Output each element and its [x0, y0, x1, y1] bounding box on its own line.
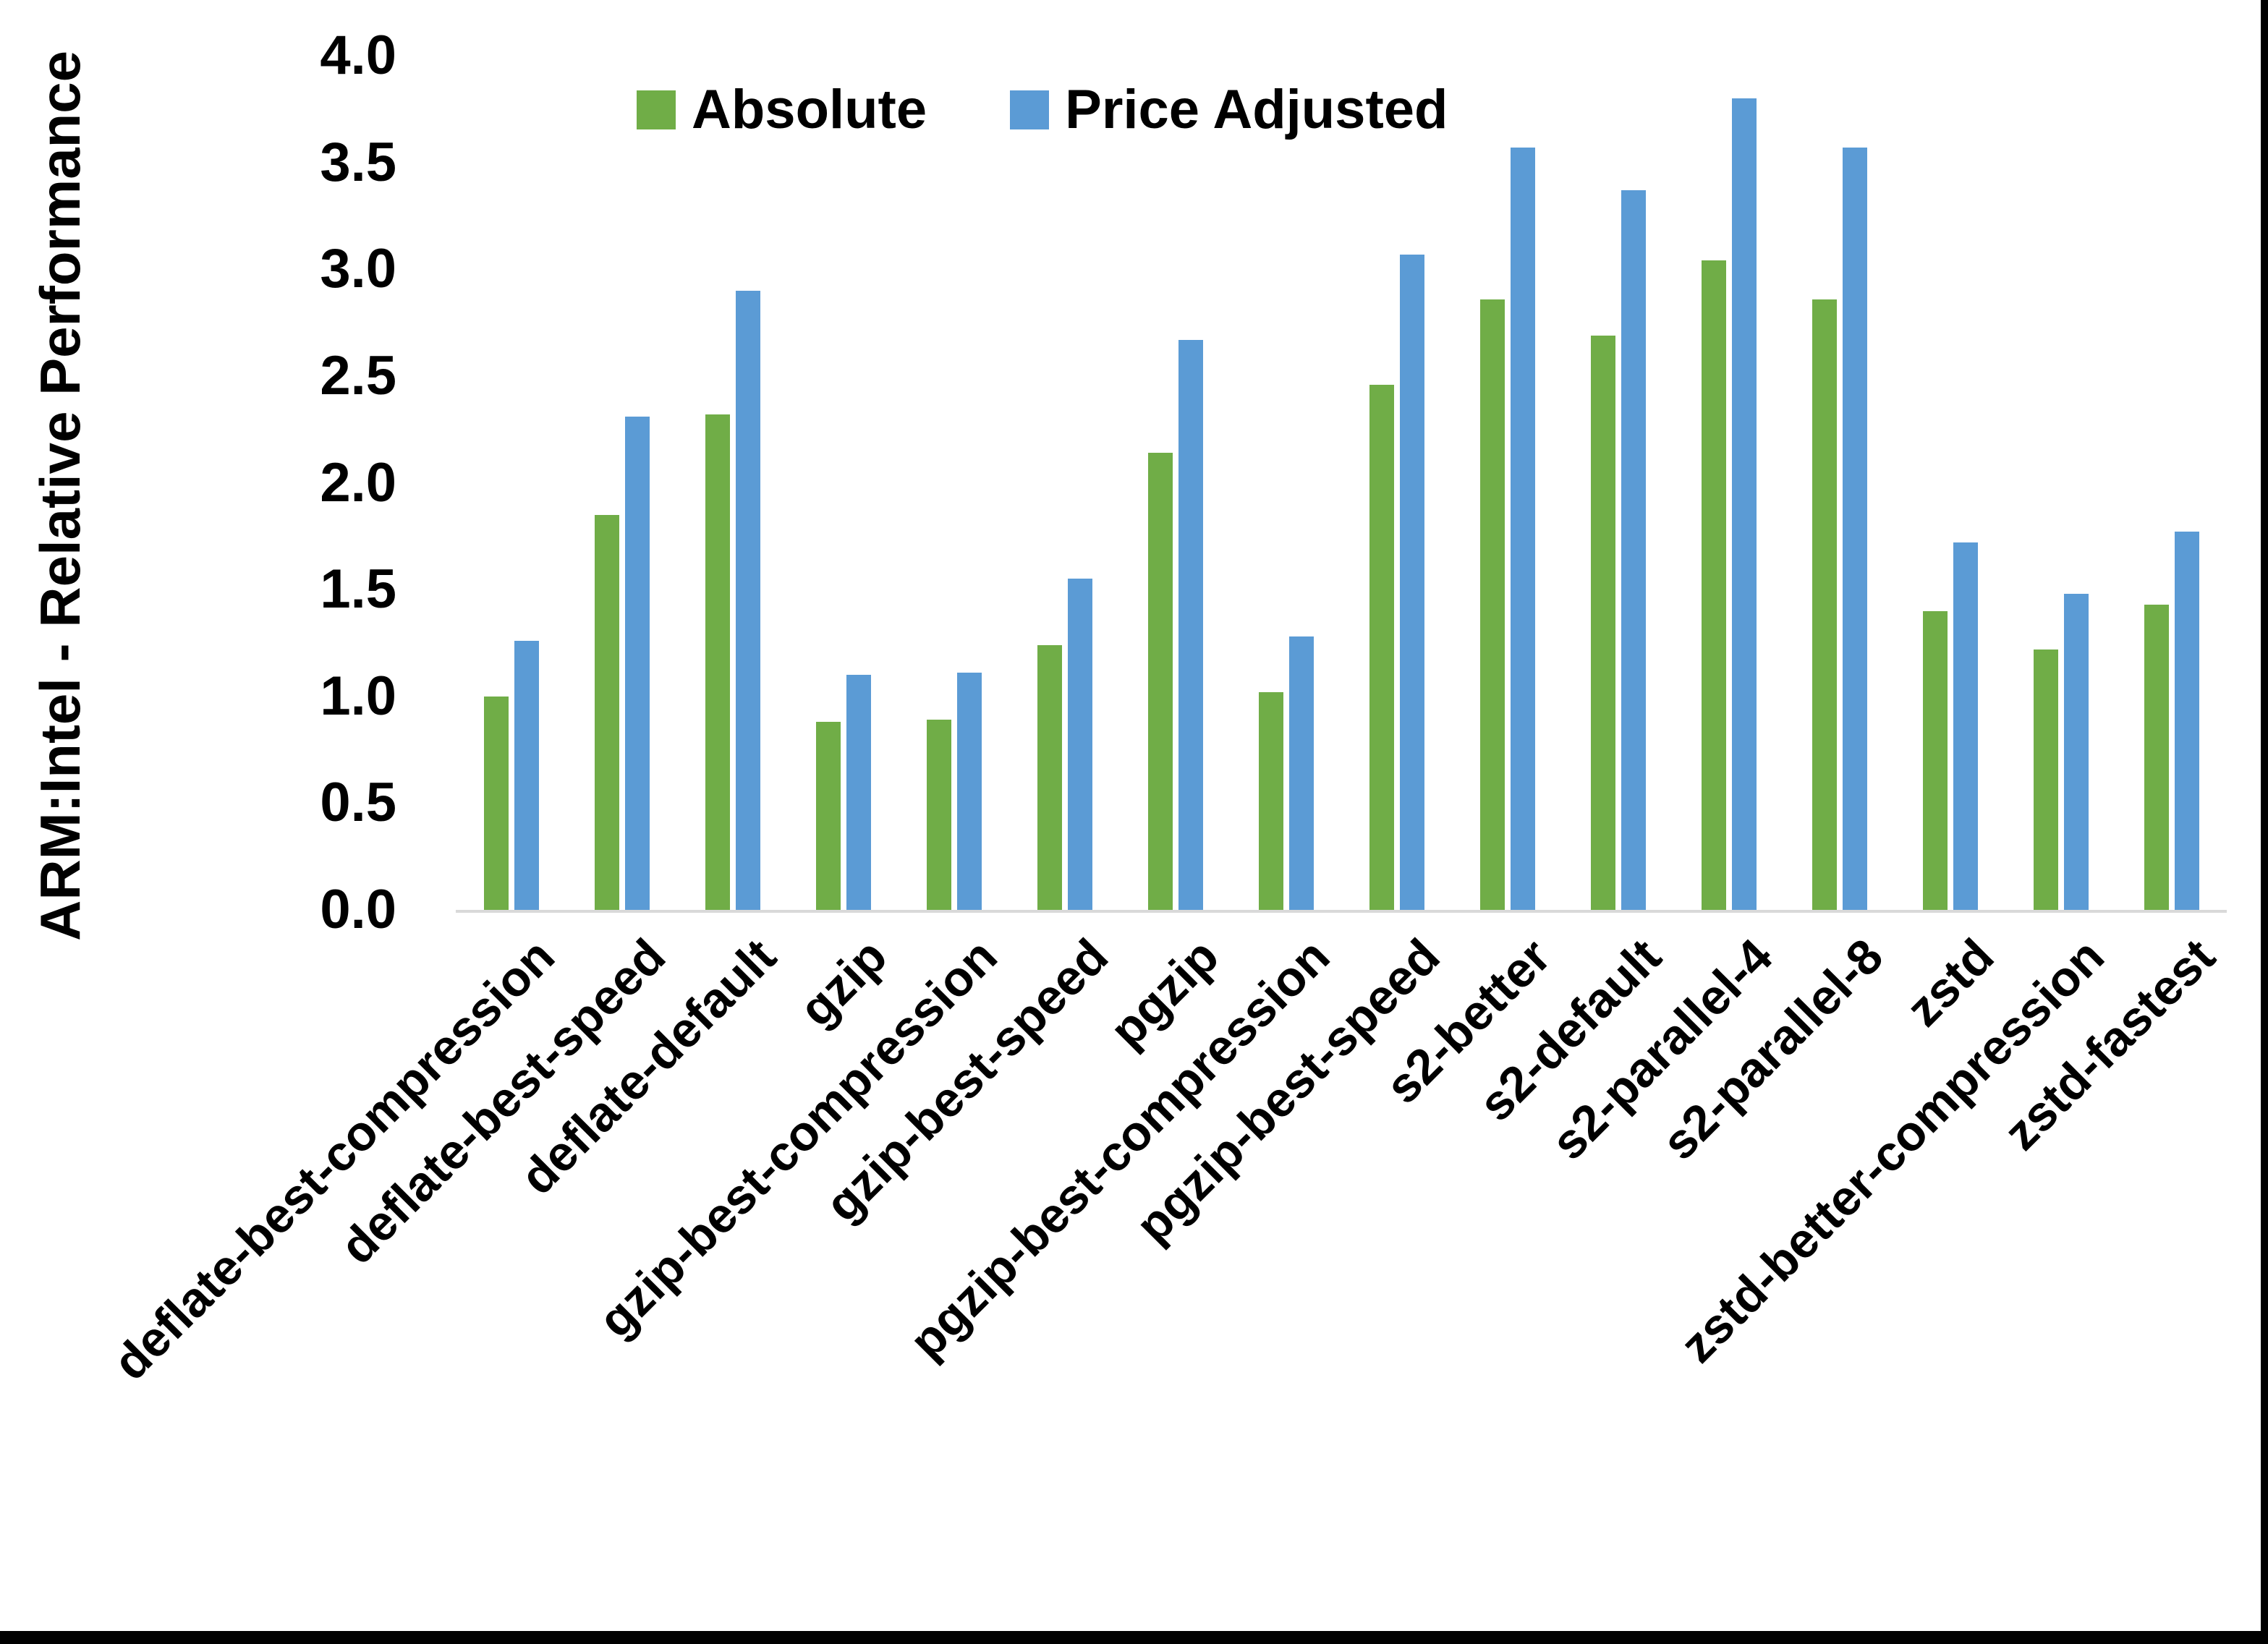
- y-axis-tick-label: 3.5: [320, 131, 396, 193]
- bar-absolute-s2-parallel-8: [1812, 299, 1837, 910]
- bar-price-adjusted-deflate-best-compression: [514, 640, 539, 910]
- bar-absolute-deflate-best-compression: [483, 696, 509, 910]
- bar-absolute-deflate-default: [705, 414, 730, 910]
- bar-price-adjusted-zstd-fastest: [2174, 532, 2199, 910]
- bar-absolute-zstd-better-compression: [2033, 649, 2058, 910]
- legend-swatch-price-adjusted: [1010, 90, 1050, 129]
- y-axis-tick-label: 1.5: [320, 558, 396, 621]
- bar-price-adjusted-gzip-best-speed: [1067, 579, 1092, 910]
- bar-price-adjusted-s2-better: [1510, 147, 1535, 910]
- legend-item-absolute: Absolute: [637, 78, 927, 141]
- legend-swatch-absolute: [637, 90, 676, 129]
- bar-absolute-s2-parallel-4: [1701, 260, 1726, 910]
- bar-absolute-s2-default: [1590, 335, 1615, 910]
- bar-price-adjusted-gzip: [846, 675, 871, 910]
- legend: Absolute Price Adjusted: [637, 78, 1448, 141]
- y-axis-tick-label: 0.5: [320, 772, 396, 834]
- bar-absolute-deflate-best-speed: [594, 514, 619, 910]
- bar-price-adjusted-pgzip: [1178, 339, 1203, 910]
- y-axis-tick-label: 1.0: [320, 665, 396, 727]
- bar-price-adjusted-s2-parallel-4: [1731, 98, 1757, 910]
- bar-absolute-zstd-fastest: [2144, 604, 2169, 910]
- bar-absolute-s2-better: [1479, 299, 1505, 910]
- bar-price-adjusted-deflate-default: [735, 290, 760, 910]
- bar-absolute-pgzip-best-compression: [1258, 691, 1283, 910]
- legend-label-price-adjusted: Price Adjusted: [1065, 79, 1448, 140]
- bar-price-adjusted-gzip-best-compression: [956, 673, 982, 910]
- bar-price-adjusted-pgzip-best-speed: [1399, 254, 1424, 910]
- legend-item-price-adjusted: Price Adjusted: [1010, 78, 1448, 141]
- y-axis-tick-label: 0.0: [320, 879, 396, 940]
- bar-absolute-gzip-best-compression: [926, 720, 951, 910]
- bar-absolute-zstd: [1922, 610, 1948, 910]
- y-axis-tick-label: 2.5: [320, 344, 396, 406]
- bar-price-adjusted-deflate-best-speed: [624, 416, 650, 910]
- bar-price-adjusted-zstd: [1953, 542, 1978, 910]
- y-axis-tick-label: 4.0: [320, 25, 396, 86]
- x-axis-category-label-zstd-fastest: zstd-fastest: [1680, 928, 2225, 1161]
- bar-price-adjusted-s2-parallel-8: [1842, 147, 1867, 910]
- bar-absolute-pgzip: [1147, 453, 1173, 910]
- bar-absolute-pgzip-best-speed: [1369, 384, 1394, 910]
- bar-absolute-gzip-best-speed: [1037, 644, 1062, 910]
- frame-right-edge: [2261, 0, 2268, 1644]
- legend-label-absolute: Absolute: [692, 79, 927, 140]
- frame-bottom-edge: [0, 1631, 2268, 1644]
- bar-price-adjusted-s2-default: [1621, 190, 1646, 910]
- x-axis-category-label-text: deflate-best-compression: [103, 928, 565, 1391]
- bar-price-adjusted-zstd-better-compression: [2063, 594, 2089, 910]
- bar-price-adjusted-pgzip-best-compression: [1288, 636, 1314, 910]
- y-axis-tick-label: 2.0: [320, 451, 396, 514]
- x-axis-line: [456, 910, 2227, 913]
- bar-absolute-gzip: [815, 722, 841, 910]
- y-axis-tick-label: 3.0: [320, 238, 396, 300]
